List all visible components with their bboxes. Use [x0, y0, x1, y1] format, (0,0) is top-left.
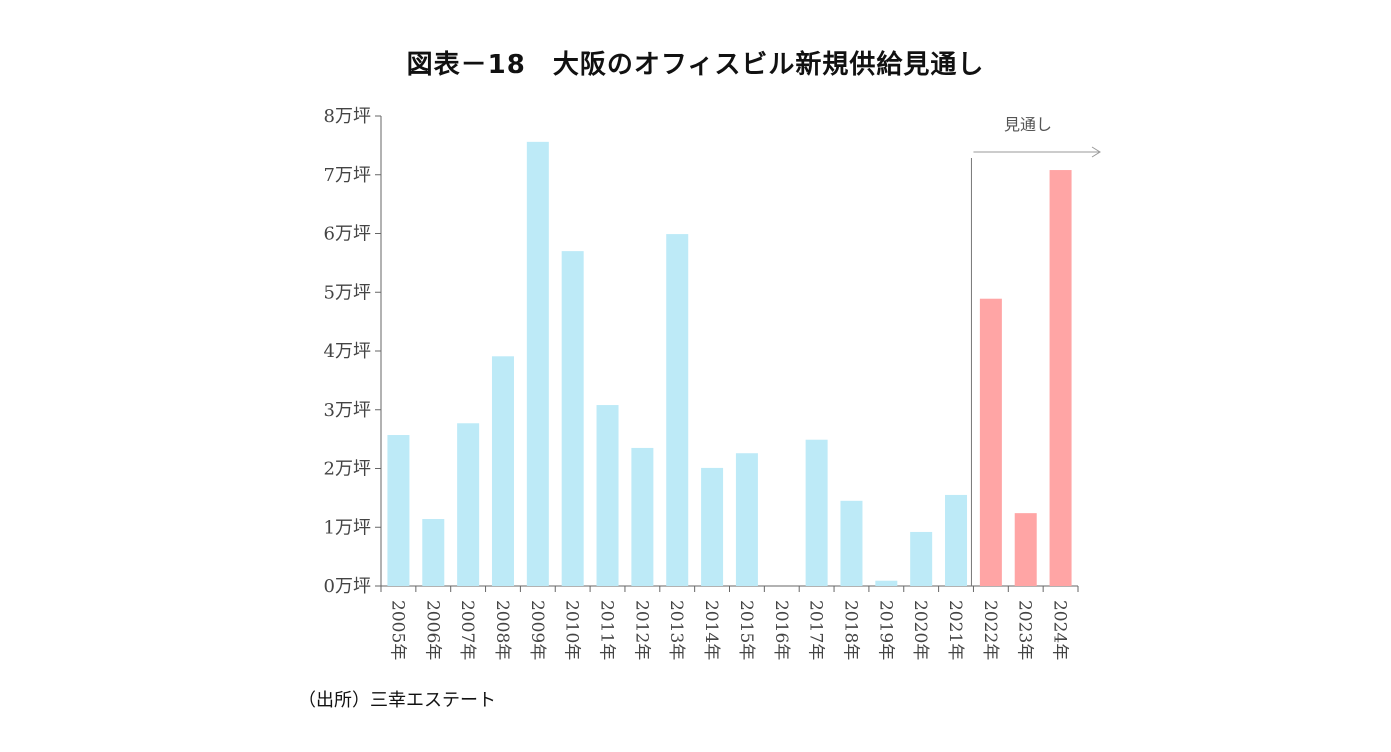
bar-2012年 — [631, 447, 654, 586]
bar-2011年 — [596, 405, 619, 586]
bar-2021年 — [945, 494, 968, 586]
x-tick-label: 2006年 — [422, 600, 442, 660]
x-tick-label: 2009年 — [527, 600, 547, 660]
source-note: （出所）三幸エステート — [298, 690, 496, 711]
y-tick-label: 2万坪 — [324, 459, 371, 480]
bar-2023年 — [1014, 513, 1037, 586]
x-tick-label: 2013年 — [666, 600, 686, 660]
x-tick-label: 2018年 — [840, 600, 860, 660]
bar-2006年 — [422, 519, 445, 586]
x-tick-label: 2005年 — [387, 600, 407, 660]
bar-2018年 — [840, 500, 863, 586]
x-tick-label: 2022年 — [980, 600, 1000, 660]
bar-2008年 — [491, 356, 514, 586]
bar-2010年 — [561, 251, 584, 586]
y-tick-label: 6万坪 — [324, 224, 371, 245]
bar-2022年 — [979, 298, 1002, 586]
x-tick-label: 2021年 — [945, 600, 965, 660]
chart-title: 図表－18 大阪のオフィスビル新規供給見通し — [406, 50, 985, 80]
bar-2015年 — [735, 453, 758, 586]
y-tick-label: 5万坪 — [324, 282, 371, 303]
bar-2005年 — [387, 435, 410, 586]
x-tick-label: 2012年 — [631, 600, 651, 660]
bar-2017年 — [805, 439, 828, 586]
y-tick-label: 4万坪 — [324, 341, 371, 362]
bar-2007年 — [457, 423, 480, 586]
x-tick-label: 2016年 — [771, 600, 791, 660]
x-tick-label: 2017年 — [806, 600, 826, 660]
x-tick-label: 2010年 — [562, 600, 582, 660]
y-tick-label: 7万坪 — [324, 165, 371, 186]
x-tick-label: 2019年 — [875, 600, 895, 660]
x-tick-label: 2011年 — [597, 600, 617, 660]
bar-2020年 — [910, 531, 933, 586]
forecast-label: 見通し — [1004, 115, 1052, 134]
y-tick-label: 0万坪 — [324, 576, 371, 597]
y-tick-label: 8万坪 — [324, 106, 371, 127]
bar-2019年 — [875, 580, 898, 586]
bar-2009年 — [526, 141, 549, 586]
x-tick-label: 2014年 — [701, 600, 721, 660]
y-tick-label: 3万坪 — [324, 400, 371, 421]
bar-2013年 — [666, 234, 689, 586]
x-tick-label: 2023年 — [1015, 600, 1035, 660]
x-tick-label: 2015年 — [736, 600, 756, 660]
arrow-head-icon — [1091, 146, 1101, 158]
x-tick-label: 2020年 — [910, 600, 930, 660]
bar-2014年 — [701, 467, 724, 586]
bar-2024年 — [1049, 170, 1072, 587]
y-tick-label: 1万坪 — [324, 517, 371, 538]
x-tick-label: 2007年 — [457, 600, 477, 660]
x-tick-label: 2024年 — [1050, 600, 1070, 660]
x-tick-label: 2008年 — [492, 600, 512, 660]
